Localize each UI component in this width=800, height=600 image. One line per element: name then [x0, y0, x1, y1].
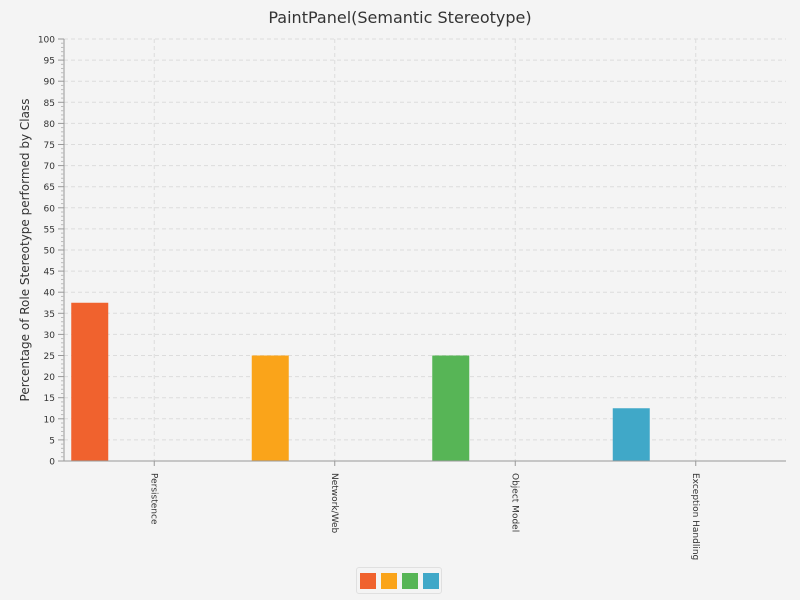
- y-tick-label: 5: [49, 436, 55, 446]
- y-tick-label: 80: [44, 120, 56, 130]
- y-tick-label: 10: [44, 415, 56, 425]
- x-tick-label: Network/Web: [329, 473, 339, 534]
- x-tick-label: Object Model: [509, 473, 519, 532]
- y-tick-label: 40: [44, 289, 56, 299]
- bar: [432, 355, 470, 461]
- y-tick-label: 45: [44, 268, 55, 278]
- grid-lines: [64, 38, 786, 461]
- y-tick-label: 50: [44, 247, 56, 257]
- legend-swatch: [401, 572, 418, 589]
- y-tick-label: 65: [44, 183, 55, 193]
- chart-title: PaintPanel(Semantic Stereotype): [268, 8, 532, 27]
- y-tick-label: 20: [44, 373, 56, 383]
- legend-swatch: [380, 572, 397, 589]
- y-tick-label: 0: [49, 458, 55, 468]
- x-tick-label: Persistence: [148, 473, 158, 525]
- y-tick-label: 30: [44, 331, 56, 341]
- x-ticks: Persistence Network/Web Object Model Except…: [148, 461, 700, 560]
- y-tick-label: 75: [44, 141, 55, 151]
- y-ticks: 0 5 10 15 20 25 30 35 40 45 50 55 60 65 70 75 80 85 90 95 10…: [38, 36, 64, 468]
- y-tick-label: 35: [44, 310, 55, 320]
- legend: [356, 567, 442, 594]
- y-tick-label: 90: [44, 78, 56, 88]
- y-tick-label: 25: [44, 352, 55, 362]
- y-tick-label: 15: [44, 394, 55, 404]
- bar: [71, 302, 109, 461]
- y-tick-label: 95: [44, 57, 55, 67]
- y-tick-label: 100: [38, 36, 55, 46]
- y-tick-label: 60: [44, 204, 56, 214]
- legend-swatch: [359, 572, 376, 589]
- legend-swatch: [422, 572, 439, 589]
- x-tick-label: Exception Handling: [690, 473, 700, 560]
- bar: [612, 408, 650, 461]
- y-tick-label: 85: [44, 99, 55, 109]
- y-tick-label: 70: [44, 162, 56, 172]
- y-tick-label: 55: [44, 225, 55, 235]
- bar: [251, 355, 289, 461]
- bars: [71, 302, 650, 461]
